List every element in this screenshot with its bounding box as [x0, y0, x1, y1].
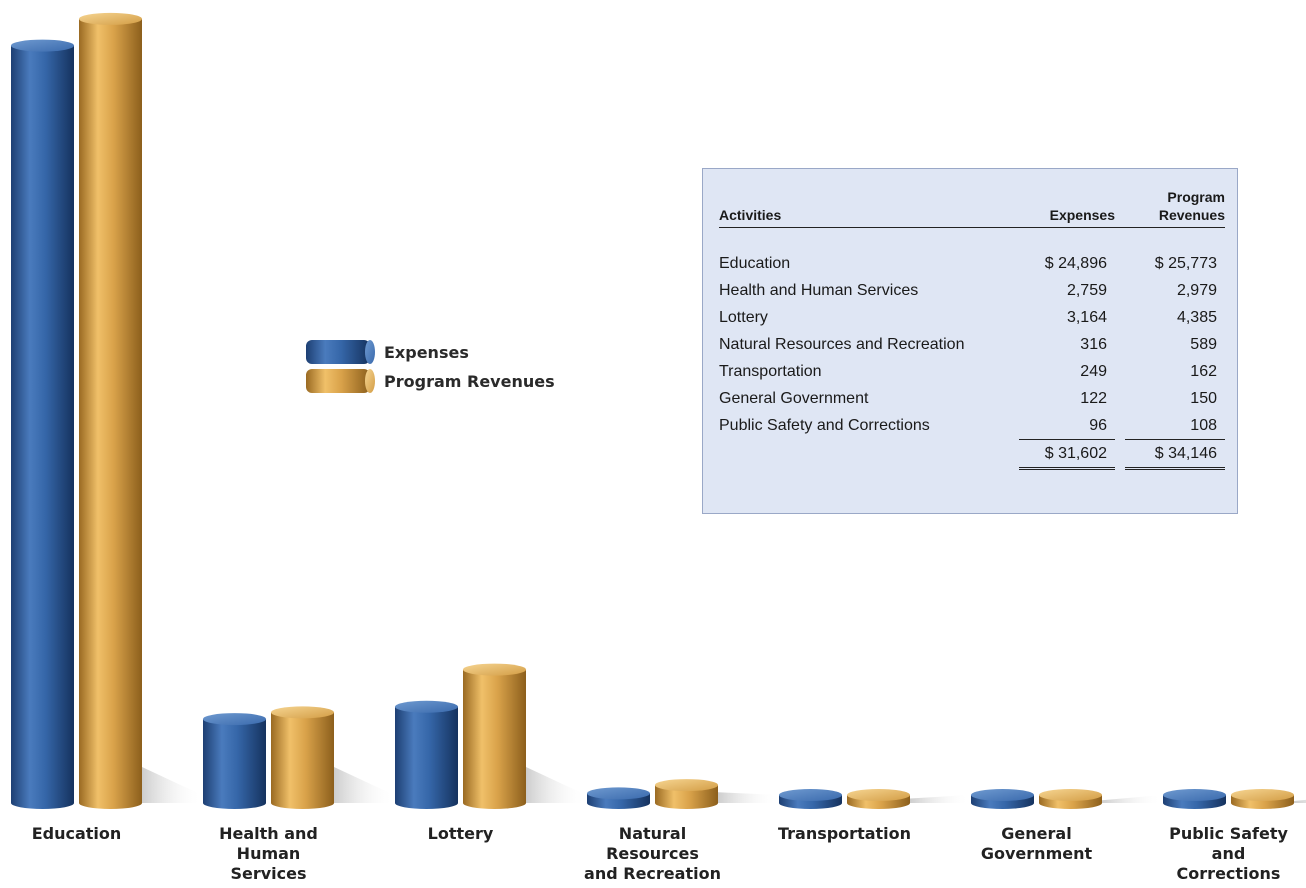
category-label: Health and Human Services	[219, 824, 318, 883]
bar-program-revenues	[463, 663, 526, 809]
cell-program-revenues: 108	[1125, 412, 1225, 440]
bar-program-revenues	[1231, 789, 1294, 809]
cell-program-revenues: 4,385	[1176, 309, 1217, 326]
legend-expenses-label: Expenses	[384, 343, 469, 362]
cell-program-revenues: 150	[1190, 390, 1217, 407]
table-body: Education $ 24,896 $ 25,773 Health and Huma…	[719, 228, 1225, 470]
total-program-revenues: $ 34,146	[1125, 439, 1225, 470]
cell-activity: Transportation	[719, 363, 822, 380]
bar-shadow	[142, 767, 202, 803]
table-row: Lottery 3,164 4,385	[719, 304, 1225, 331]
cell-program-revenues: 589	[1190, 336, 1217, 353]
table-row: Natural Resources and Recreation 316 589	[719, 331, 1225, 358]
header-revenues-line2: Revenues	[1158, 206, 1225, 223]
header-revenues-line1: Program	[1167, 189, 1225, 205]
table-total-row: $ 31,602 $ 34,146	[719, 439, 1225, 470]
bars-group	[11, 12, 1294, 809]
table-row: Health and Human Services 2,759 2,979	[719, 277, 1225, 304]
legend: Expenses Program Revenues	[306, 340, 555, 393]
bar-shadows	[142, 767, 1306, 803]
category-label: Transportation	[778, 824, 911, 843]
cell-program-revenues: 162	[1190, 363, 1217, 380]
bar-expenses	[395, 700, 458, 809]
bar-expenses	[971, 789, 1034, 809]
header-program-revenues: Program Revenues	[1125, 189, 1225, 228]
header-activities: Activities	[719, 189, 1019, 228]
cell-expenses: 2,759	[1066, 282, 1107, 299]
bar-expenses	[203, 713, 266, 809]
bar-shadow	[718, 792, 778, 803]
cell-activity: Natural Resources and Recreation	[719, 336, 965, 353]
cell-expenses: 3,164	[1066, 309, 1107, 326]
cell-expenses: 122	[1080, 390, 1107, 407]
bar-shadow	[910, 795, 970, 803]
bar-program-revenues	[655, 779, 718, 809]
bar-expenses	[11, 39, 74, 809]
bar-shadow	[526, 767, 586, 803]
category-label: Natural Resources and Recreation	[584, 824, 721, 883]
cell-expenses: 96	[1019, 412, 1115, 440]
cell-program-revenues: 2,979	[1176, 282, 1217, 299]
cell-activity: Health and Human Services	[719, 282, 919, 299]
category-label: General Government	[981, 824, 1093, 863]
bar-shadow	[1294, 799, 1306, 803]
cell-expenses: $ 24,896	[1044, 255, 1107, 272]
header-expenses: Expenses	[1019, 189, 1115, 228]
cell-expenses: 249	[1080, 363, 1107, 380]
total-expenses: $ 31,602	[1019, 439, 1115, 470]
data-table: Activities Expenses Program Revenues Edu…	[719, 189, 1225, 470]
legend-expenses-swatch	[306, 340, 375, 364]
legend-revenues-label: Program Revenues	[384, 372, 555, 391]
bar-expenses	[779, 789, 842, 809]
cell-activity: General Government	[719, 390, 869, 407]
cell-activity: Public Safety and Corrections	[719, 417, 930, 435]
table-row: Transportation 249 162	[719, 358, 1225, 385]
table-row: Education $ 24,896 $ 25,773	[719, 250, 1225, 277]
cell-program-revenues: $ 25,773	[1154, 255, 1217, 272]
bar-program-revenues	[271, 706, 334, 809]
category-label: Public Safety and Corrections	[1169, 824, 1288, 883]
bar-expenses	[1163, 789, 1226, 809]
table-row: Public Safety and Corrections 96 108	[719, 412, 1225, 440]
category-label: Education	[32, 824, 122, 843]
category-label: Lottery	[428, 824, 494, 843]
bar-program-revenues	[1039, 789, 1102, 809]
category-labels: Education Health and Human Services Lottery N…	[32, 824, 1289, 883]
table-header-row: Activities Expenses Program Revenues	[719, 189, 1225, 228]
legend-revenues-swatch	[306, 369, 375, 393]
table-row: General Government 122 150	[719, 385, 1225, 412]
bar-shadow	[334, 767, 394, 803]
bar-shadow	[1102, 795, 1162, 803]
cell-expenses: 316	[1080, 336, 1107, 353]
bar-expenses	[587, 787, 650, 809]
bar-program-revenues	[847, 789, 910, 809]
cell-activity: Lottery	[719, 309, 768, 326]
data-table-panel: Activities Expenses Program Revenues Edu…	[702, 168, 1238, 514]
bar-program-revenues	[79, 12, 142, 809]
cell-activity: Education	[719, 255, 791, 272]
